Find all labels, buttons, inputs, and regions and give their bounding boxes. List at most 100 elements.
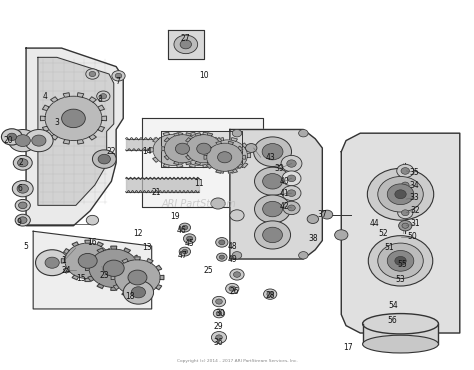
Polygon shape xyxy=(218,138,224,141)
Polygon shape xyxy=(242,163,248,168)
Circle shape xyxy=(86,215,99,225)
Polygon shape xyxy=(63,93,70,97)
Polygon shape xyxy=(88,276,94,281)
Polygon shape xyxy=(173,133,179,136)
Text: 18: 18 xyxy=(126,292,135,301)
Polygon shape xyxy=(217,155,222,160)
Bar xyxy=(363,323,438,344)
Polygon shape xyxy=(51,134,58,140)
Circle shape xyxy=(182,249,188,254)
Polygon shape xyxy=(186,133,191,136)
Polygon shape xyxy=(177,132,183,136)
Text: 50: 50 xyxy=(408,232,417,241)
Polygon shape xyxy=(242,143,248,148)
Text: 46: 46 xyxy=(177,226,186,235)
Text: 49: 49 xyxy=(228,255,237,264)
Polygon shape xyxy=(26,48,123,226)
Text: 17: 17 xyxy=(344,343,353,352)
Circle shape xyxy=(25,130,53,152)
Text: 20: 20 xyxy=(3,136,13,145)
Text: 37: 37 xyxy=(318,210,327,219)
Circle shape xyxy=(321,210,333,219)
Text: 30: 30 xyxy=(216,309,225,318)
Polygon shape xyxy=(153,157,158,162)
Circle shape xyxy=(89,249,138,287)
Polygon shape xyxy=(201,147,203,151)
Polygon shape xyxy=(163,132,169,136)
Circle shape xyxy=(179,223,191,232)
Circle shape xyxy=(9,130,37,152)
Circle shape xyxy=(402,223,409,228)
Circle shape xyxy=(36,250,69,276)
Polygon shape xyxy=(203,132,209,136)
Circle shape xyxy=(367,168,434,220)
Text: 32: 32 xyxy=(410,206,419,215)
Polygon shape xyxy=(341,133,460,333)
Text: 35: 35 xyxy=(410,168,419,176)
Circle shape xyxy=(281,155,302,172)
Text: 48: 48 xyxy=(228,242,237,250)
Circle shape xyxy=(401,182,409,188)
Circle shape xyxy=(387,250,414,271)
Polygon shape xyxy=(106,249,112,253)
Circle shape xyxy=(15,214,30,226)
Polygon shape xyxy=(38,57,114,205)
Text: 31: 31 xyxy=(410,219,419,228)
Polygon shape xyxy=(176,148,179,152)
Polygon shape xyxy=(164,155,169,160)
Circle shape xyxy=(299,130,308,137)
Text: 40: 40 xyxy=(280,177,289,186)
Polygon shape xyxy=(138,266,142,270)
Circle shape xyxy=(65,243,110,279)
Polygon shape xyxy=(185,138,191,142)
Circle shape xyxy=(180,40,191,49)
Polygon shape xyxy=(147,259,153,263)
Polygon shape xyxy=(218,169,224,173)
Text: 43: 43 xyxy=(265,153,275,162)
Circle shape xyxy=(45,257,59,268)
Circle shape xyxy=(18,159,28,167)
Circle shape xyxy=(219,255,225,259)
Polygon shape xyxy=(231,169,237,173)
Circle shape xyxy=(267,292,273,297)
Text: 34: 34 xyxy=(410,181,419,189)
Circle shape xyxy=(218,152,232,163)
Polygon shape xyxy=(33,231,152,309)
Polygon shape xyxy=(238,164,243,168)
Text: 3: 3 xyxy=(55,118,59,127)
Circle shape xyxy=(153,134,193,165)
Circle shape xyxy=(216,238,228,247)
Polygon shape xyxy=(97,284,104,289)
Polygon shape xyxy=(207,143,213,148)
Circle shape xyxy=(62,109,85,128)
Polygon shape xyxy=(189,132,195,136)
Polygon shape xyxy=(195,133,201,136)
Circle shape xyxy=(216,335,222,340)
Polygon shape xyxy=(207,133,213,136)
Circle shape xyxy=(12,181,33,197)
Polygon shape xyxy=(135,295,140,298)
Circle shape xyxy=(399,221,412,231)
Text: 4: 4 xyxy=(43,92,47,101)
Circle shape xyxy=(86,69,99,79)
Polygon shape xyxy=(150,148,153,152)
Polygon shape xyxy=(203,164,209,168)
Polygon shape xyxy=(228,141,234,145)
Polygon shape xyxy=(214,137,219,142)
Circle shape xyxy=(123,280,154,304)
Circle shape xyxy=(78,253,97,268)
Circle shape xyxy=(191,143,208,157)
Text: 12: 12 xyxy=(133,229,142,238)
Text: 47: 47 xyxy=(178,251,187,260)
Text: 15: 15 xyxy=(76,274,85,283)
Polygon shape xyxy=(110,259,114,263)
Polygon shape xyxy=(196,138,201,142)
Circle shape xyxy=(254,137,292,166)
Polygon shape xyxy=(111,275,115,280)
Polygon shape xyxy=(111,287,117,290)
Polygon shape xyxy=(63,139,70,144)
Circle shape xyxy=(175,143,190,154)
Circle shape xyxy=(230,269,244,280)
Polygon shape xyxy=(189,164,195,168)
Polygon shape xyxy=(153,137,158,142)
